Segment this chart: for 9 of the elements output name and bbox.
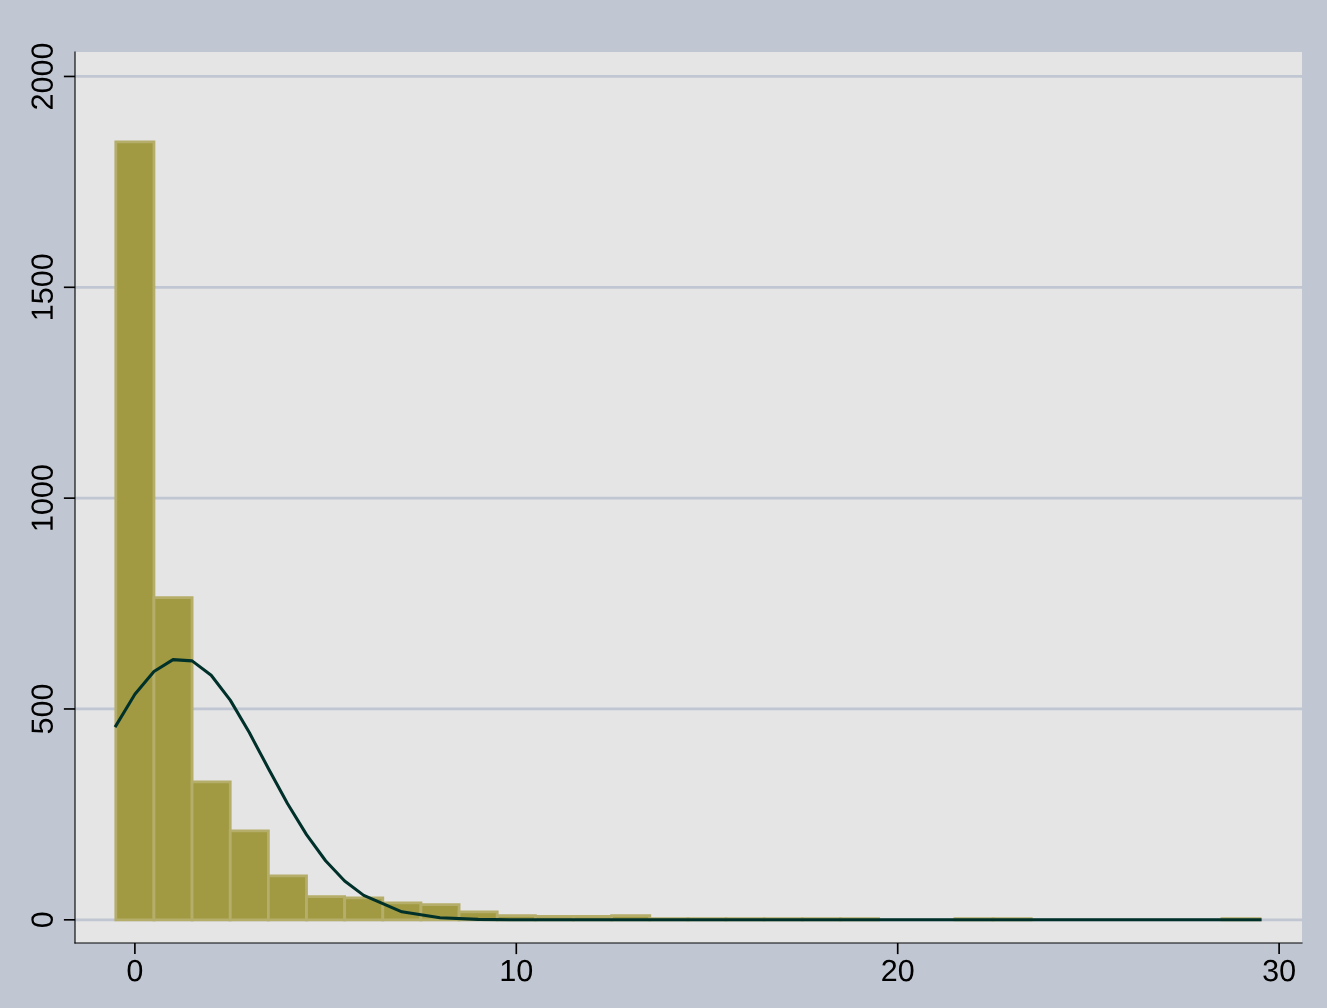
x-tick-label: 30 xyxy=(1263,959,1295,982)
y-tick-label: 1500 xyxy=(31,254,53,319)
y-tick-label: 0 xyxy=(31,912,53,928)
y-tick-label: 2000 xyxy=(31,43,53,109)
y-tick-label: 500 xyxy=(31,684,53,734)
x-tick-label: 20 xyxy=(882,959,914,982)
y-tick-label: 1000 xyxy=(31,465,53,530)
x-tick-label: 10 xyxy=(501,959,533,982)
x-tick-label: 0 xyxy=(127,959,143,982)
